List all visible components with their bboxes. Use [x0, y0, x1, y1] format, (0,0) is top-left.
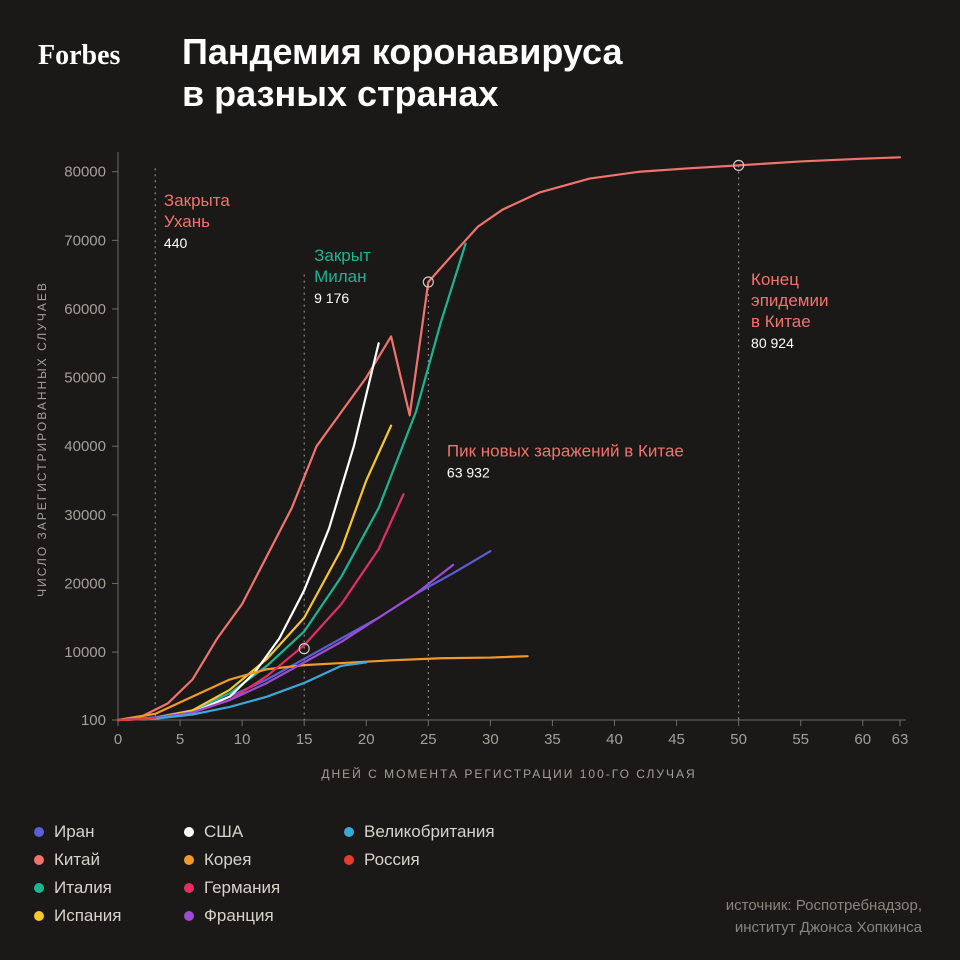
annotation-text: 9 176	[314, 290, 349, 306]
annotation-text: Пик новых заражений в Китае	[447, 441, 684, 460]
annotation-text: 63 932	[447, 464, 490, 480]
y-tick-label: 70000	[64, 232, 106, 249]
legend-item: Китай	[34, 850, 184, 870]
chart-title-line: Пандемия коронавируса	[182, 31, 623, 72]
x-tick-label: 50	[730, 731, 747, 748]
y-tick-label: 50000	[64, 370, 106, 387]
legend-swatch	[184, 911, 194, 921]
legend-swatch	[34, 827, 44, 837]
legend-label: Италия	[54, 878, 112, 898]
legend-item: Германия	[184, 878, 344, 898]
x-tick-label: 15	[296, 731, 313, 748]
source-line: источник: Роспотребнадзор,	[726, 895, 922, 917]
x-tick-label: 55	[792, 731, 809, 748]
x-tick-label: 35	[544, 731, 561, 748]
source-line: институт Джонса Хопкинса	[726, 917, 922, 939]
series-Корея	[118, 656, 528, 720]
y-tick-label: 60000	[64, 301, 106, 318]
legend-swatch	[34, 855, 44, 865]
series-Китай	[118, 157, 900, 720]
series-Франция	[118, 565, 453, 720]
x-tick-label: 30	[482, 731, 499, 748]
legend-item: Италия	[34, 878, 184, 898]
y-axis-label: ЧИСЛО ЗАРЕГИСТРИРОВАННЫХ СЛУЧАЕВ	[35, 281, 49, 597]
y-tick-label: 40000	[64, 438, 106, 455]
legend-label: Иран	[54, 822, 95, 842]
annotation-text: 80 924	[751, 335, 794, 351]
legend-label: США	[204, 822, 243, 842]
y-tick-label: 80000	[64, 164, 106, 181]
legend-swatch	[184, 883, 194, 893]
legend-swatch	[344, 827, 354, 837]
legend-label: Корея	[204, 850, 251, 870]
annotation-text: Милан	[314, 267, 366, 286]
chart-title-line: в разных странах	[182, 73, 498, 114]
annotation-text: Конец	[751, 270, 799, 289]
source-credit: источник: Роспотребнадзор,институт Джонс…	[726, 895, 922, 939]
legend-item: Иран	[34, 822, 184, 842]
legend-label: Великобритания	[364, 822, 495, 842]
series-Италия	[118, 244, 466, 720]
legend-swatch	[184, 855, 194, 865]
y-tick-label: 100	[81, 712, 106, 729]
legend-swatch	[344, 855, 354, 865]
annotation-text: Ухань	[164, 212, 210, 231]
legend-label: Франция	[204, 906, 274, 926]
annotation-text: Закрыт	[314, 246, 371, 265]
legend-item: Франция	[184, 906, 344, 926]
annotation-text: 440	[164, 235, 188, 251]
x-tick-label: 0	[114, 731, 122, 748]
legend-label: Германия	[204, 878, 280, 898]
chart-svg: Forbes Пандемия коронавирусав разных стра…	[0, 0, 960, 960]
y-tick-label: 10000	[64, 644, 106, 661]
legend-label: Китай	[54, 850, 100, 870]
annotation-text: в Китае	[751, 312, 811, 331]
x-tick-label: 25	[420, 731, 437, 748]
legend-item: Испания	[34, 906, 184, 926]
x-tick-label: 60	[854, 731, 871, 748]
x-tick-label: 10	[234, 731, 251, 748]
legend-label: Испания	[54, 906, 121, 926]
x-tick-label: 5	[176, 731, 184, 748]
legend-swatch	[184, 827, 194, 837]
legend-label: Россия	[364, 850, 420, 870]
y-tick-label: 20000	[64, 575, 106, 592]
x-axis-label: ДНЕЙ С МОМЕНТА РЕГИСТРАЦИИ 100-ГО СЛУЧАЯ	[321, 766, 696, 781]
legend-item: США	[184, 822, 344, 842]
y-tick-label: 30000	[64, 507, 106, 524]
chart-root: Forbes Пандемия коронавирусав разных стра…	[0, 0, 960, 960]
x-tick-label: 20	[358, 731, 375, 748]
x-tick-label: 40	[606, 731, 623, 748]
legend-swatch	[34, 911, 44, 921]
annotation-text: Закрыта	[164, 191, 230, 210]
x-tick-label: 45	[668, 731, 685, 748]
legend-item: Великобритания	[344, 822, 574, 842]
legend: Иран Китай Италия Испания США Корея Германия Фр…	[34, 822, 574, 934]
brand-logo: Forbes	[38, 40, 121, 71]
x-tick-label: 63	[892, 731, 909, 748]
legend-swatch	[34, 883, 44, 893]
legend-item: Корея	[184, 850, 344, 870]
legend-item: Россия	[344, 850, 574, 870]
annotation-text: эпидемии	[751, 291, 828, 310]
